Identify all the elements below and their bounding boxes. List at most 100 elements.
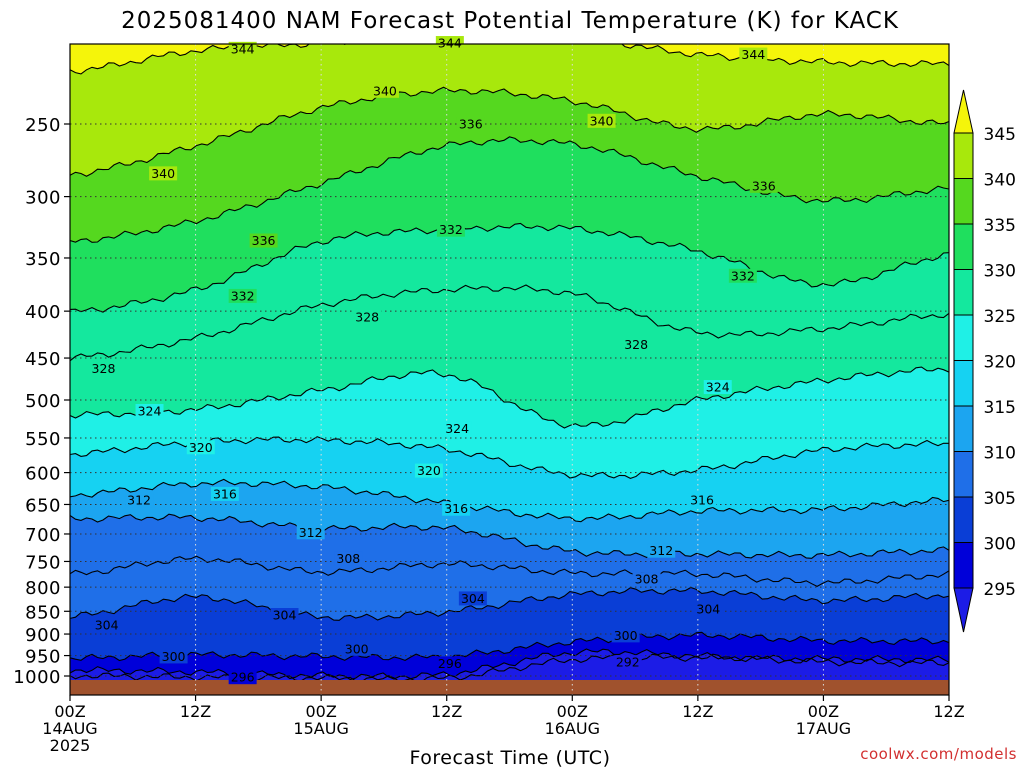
colorbar-max-arrow	[953, 89, 974, 134]
contour-label-bg	[370, 83, 399, 98]
colorbar-label: 330	[984, 262, 1016, 282]
colorbar-label: 300	[984, 535, 1016, 555]
contour-label-bg	[611, 628, 640, 643]
contour-label-bg	[159, 649, 188, 664]
contour-label: 328	[355, 310, 379, 325]
x-tick-label: 00Z	[305, 702, 336, 721]
x-tick-label: 12Z	[933, 702, 964, 721]
y-tick-label: 250	[25, 115, 61, 136]
contour-label-bg	[135, 403, 164, 418]
y-tick-label: 750	[25, 552, 61, 573]
contour-label-bg	[149, 166, 178, 181]
contour-label: 300	[614, 628, 638, 643]
pressure-axis: 2503003504004505005506006507007508008509…	[13, 115, 70, 688]
contour-label-bg	[125, 493, 154, 508]
contour-label: 316	[444, 501, 468, 516]
contour-label: 308	[635, 572, 659, 587]
contour-label: 320	[189, 440, 213, 455]
contour-label: 344	[438, 36, 462, 51]
contour-label-bg	[647, 543, 676, 558]
x-tick-label: 12Z	[682, 702, 713, 721]
contour-label: 332	[439, 222, 463, 237]
contour-label-bg	[89, 361, 118, 376]
y-tick-label: 700	[25, 525, 61, 546]
contour-label: 304	[461, 591, 485, 606]
contour-label-bg	[353, 310, 382, 325]
contour-label-bg	[443, 421, 472, 436]
isentrope-300	[70, 631, 949, 662]
isentrope-336	[70, 136, 949, 243]
colorbar-label: 305	[984, 489, 1016, 509]
contour-label: 344	[741, 47, 765, 62]
contour-label: 332	[231, 288, 255, 303]
contour-label-bg	[228, 670, 257, 685]
contour-label-bg	[442, 501, 471, 516]
y-tick-label: 350	[25, 249, 61, 270]
colorbar-segment	[953, 496, 974, 543]
contour-label-bg	[435, 656, 464, 671]
x-tick-label: 14AUG	[42, 719, 97, 738]
chart-title: 2025081400 NAM Forecast Potential Temper…	[121, 8, 899, 34]
colorbar-segment	[953, 542, 974, 589]
x-tick-label: 00Z	[54, 702, 85, 721]
contour-label-bg	[228, 288, 257, 303]
colorbar-segment	[953, 405, 974, 452]
y-tick-label: 900	[25, 625, 61, 646]
x-tick-label: 00Z	[557, 702, 588, 721]
y-tick-label: 300	[25, 188, 61, 209]
contour-label-bg	[613, 655, 642, 670]
isentrope-344	[70, 44, 949, 75]
isentrope-304	[70, 586, 949, 621]
contour-label: 340	[373, 83, 397, 98]
colorbar-segment	[953, 178, 974, 225]
x-tick-label: 12Z	[180, 702, 211, 721]
contour-label-bg	[632, 572, 661, 587]
contour-label: 296	[231, 670, 255, 685]
x-tick-label: 12Z	[431, 702, 462, 721]
contour-label: 336	[252, 233, 276, 248]
colorbar-label: 315	[984, 398, 1016, 418]
colorbar-segment	[953, 314, 974, 361]
contour-label-bg	[622, 337, 651, 352]
colorbar-label: 310	[984, 444, 1016, 464]
contour-label-bg	[739, 47, 768, 62]
contour-label: 332	[731, 268, 755, 283]
contour-label-bg	[436, 222, 465, 237]
y-tick-label: 650	[25, 495, 61, 516]
contour-label: 320	[417, 463, 441, 478]
contour-label-bg	[92, 618, 121, 633]
contour-label: 312	[299, 525, 323, 540]
contour-labels: 344 344 344 340 340 340 336 336 336 332 332 332 328 3…	[89, 36, 778, 685]
contour-label: 312	[649, 543, 673, 558]
y-tick-label: 600	[25, 464, 61, 485]
contour-label: 328	[624, 337, 648, 352]
y-tick-label: 400	[25, 302, 61, 323]
y-tick-label: 450	[25, 349, 61, 370]
colorbar-segment	[953, 269, 974, 316]
contour-label-bg	[688, 493, 717, 508]
colorbar-label: 345	[984, 125, 1016, 145]
contour-label-bg	[456, 117, 485, 131]
isentrope-316	[70, 478, 949, 523]
band-coldest	[70, 654, 949, 680]
contour-label-bg	[749, 178, 778, 193]
contour-label: 324	[138, 403, 162, 418]
colorbar-label: 340	[984, 171, 1016, 191]
contour-label-bg	[270, 608, 299, 623]
contour-label: 336	[752, 178, 776, 193]
isentrope-296	[70, 648, 949, 680]
contour-label-bg	[342, 641, 371, 656]
band-340	[70, 44, 949, 177]
colorbar-label: 335	[984, 216, 1016, 236]
contour-label-bg	[334, 551, 363, 566]
temperature-bands	[70, 44, 949, 680]
x-tick-label: 17AUG	[796, 719, 851, 738]
contour-label: 300	[345, 641, 369, 656]
contour-label: 304	[95, 618, 119, 633]
contour-label-bg	[249, 233, 278, 248]
contour-label: 304	[696, 601, 720, 616]
x-axis-title: Forecast Time (UTC)	[410, 747, 611, 768]
colorbar-segment	[953, 360, 974, 407]
contour-label-bg	[728, 268, 757, 283]
